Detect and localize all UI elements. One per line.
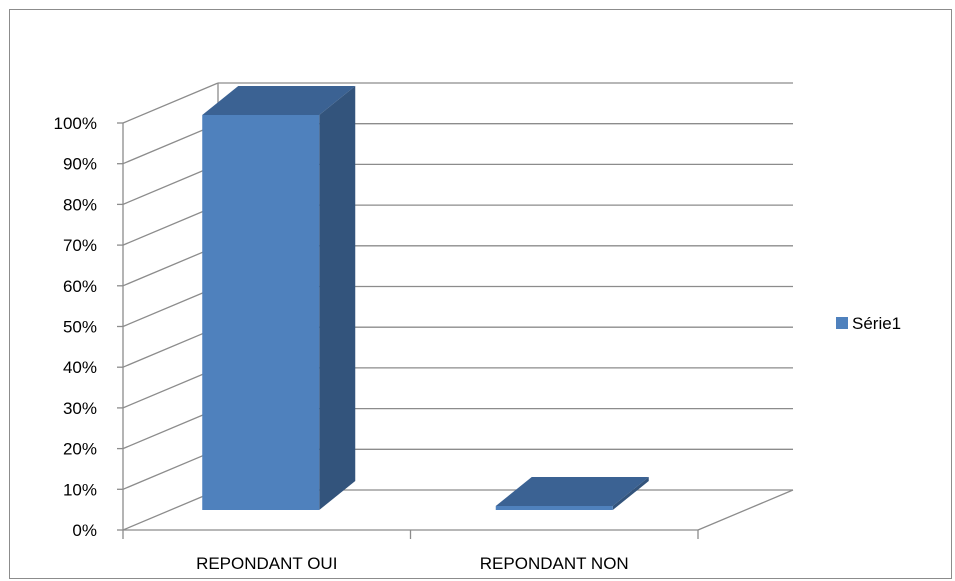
x-category-label: REPONDANT NON — [480, 554, 629, 573]
bar-top-face — [496, 477, 649, 506]
y-tick-label: 30% — [63, 399, 97, 418]
bar-oui — [202, 86, 355, 510]
bar-front-face — [496, 506, 613, 510]
y-tick-label: 90% — [63, 155, 97, 174]
y-tick-label: 70% — [63, 236, 97, 255]
y-tick-label: 60% — [63, 277, 97, 296]
bars — [202, 86, 649, 510]
legend-label-serie1: Série1 — [852, 314, 901, 333]
bar-side-face — [319, 86, 355, 510]
y-tick-label: 20% — [63, 440, 97, 459]
y-tick-label: 0% — [72, 521, 97, 540]
legend-swatch — [836, 317, 848, 329]
y-tick-label: 100% — [54, 114, 97, 133]
y-tick-label: 80% — [63, 195, 97, 214]
floor-right-edge — [698, 490, 793, 530]
bar-non — [496, 477, 649, 510]
x-category-label: REPONDANT OUI — [196, 554, 337, 573]
y-tick-label: 50% — [63, 318, 97, 337]
bar-front-face — [202, 115, 319, 510]
legend: Série1 — [836, 314, 901, 333]
y-tick-label: 40% — [63, 358, 97, 377]
y-tick-label: 10% — [63, 480, 97, 499]
